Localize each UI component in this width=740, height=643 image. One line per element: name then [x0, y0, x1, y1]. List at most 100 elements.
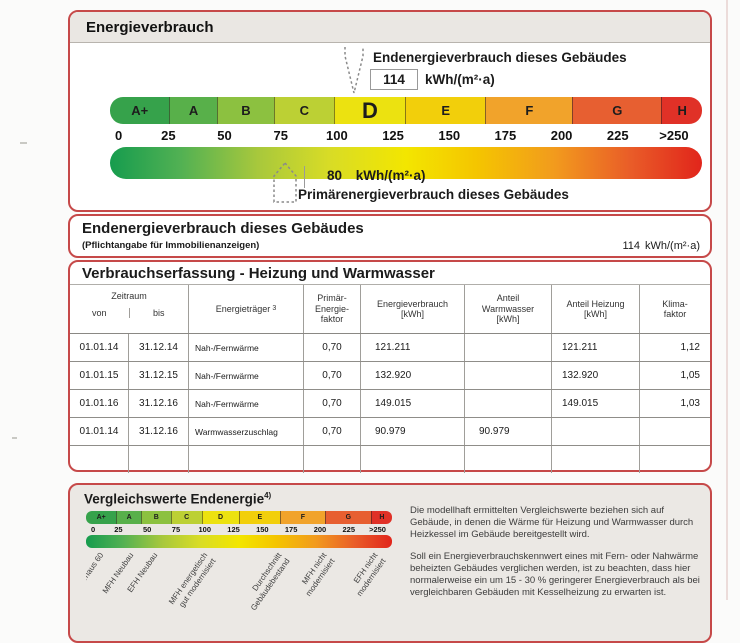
consumption-table: Zeitraum von bis Energieträger 3 Primär- …: [70, 284, 710, 473]
cell-klimafaktor: 1,03: [680, 398, 700, 409]
note-paragraph: Die modellhaft ermittelten Vergleichswer…: [410, 505, 694, 541]
comparison-title-text: Vergleichswerte Endenergie: [84, 491, 265, 507]
cell-energieverbrauch: [361, 446, 465, 473]
comparison-class-segment: E: [238, 511, 280, 524]
cell-primaerfaktor: [304, 446, 361, 473]
primary-energy-unit: kWh/(m²·a): [355, 168, 426, 183]
scale-tick: 25: [114, 525, 123, 534]
cell-energieverbrauch: 121.211: [361, 334, 465, 361]
cell-energietraeger: Nah-/Fernwärme: [189, 362, 304, 389]
page-edge-line: [726, 0, 728, 600]
scale-tick: 125: [382, 128, 404, 143]
summary-value: 114: [622, 240, 640, 252]
cell-energietraeger: Nah-/Fernwärme: [189, 334, 304, 361]
table-row: 01.01.15 31.12.15 Nah-/Fernwärme 0,70 13…: [70, 361, 710, 389]
col-header-energietraeger: Energieträger 3: [189, 285, 304, 333]
energy-scale: A+ A B C D E F G H 0 25 50 75 100 125 150 175 200 225 >250: [110, 97, 702, 179]
col-header-anteil-warmwasser: Anteil Warmwasser [kWh]: [465, 285, 552, 333]
comparison-label-group: Passivhaus 60 MFH Neubau EFH Neubau MFH ene…: [86, 549, 398, 639]
scale-tick: 125: [227, 525, 240, 534]
comparison-class-band: A+ A B C D E F G H: [86, 511, 392, 524]
note-paragraph: Soll ein Energieverbrauchskennwert eines…: [410, 550, 700, 599]
cell-anteil-heizung: [552, 446, 640, 473]
comparison-scale: A+ A B C D E F G H 0 25 50 75 100 125 150 175 200 225 >250: [86, 511, 392, 548]
col-header-energieverbrauch: Energieverbrauch [kWh]: [361, 285, 465, 333]
cell-klimafaktor: [640, 418, 710, 445]
comparison-class-segment: G: [324, 511, 371, 524]
primary-energy-value-row: 80 kWh/(m²·a): [327, 168, 426, 183]
col-header-von: von: [91, 307, 107, 318]
table-row: 01.01.14 31.12.14 Nah-/Fernwärme 0,70 12…: [70, 334, 710, 361]
cell-von: 01.01.16: [70, 390, 129, 417]
scale-tick: 200: [313, 525, 327, 534]
scan-mark: [20, 142, 27, 144]
cell-energietraeger: Warmwasserzuschlag: [189, 418, 304, 445]
cell-von: 01.01.15: [70, 362, 129, 389]
primary-energy-label: Primärenergieverbrauch dieses Gebäudes: [298, 187, 569, 202]
cell-bis: 31.12.16: [129, 390, 189, 417]
comparison-values-panel: Vergleichswerte Endenergie4) A+ A B C D E F G H …: [68, 483, 712, 643]
cell-energietraeger: [189, 446, 304, 473]
energy-class-band: A+ A B C D E F G H: [110, 97, 702, 124]
cell-von: 01.01.14: [70, 418, 129, 445]
comparison-class-segment: A: [116, 511, 141, 524]
cell-anteil-heizung: [552, 418, 640, 445]
cell-anteil-heizung: 132.920: [552, 362, 640, 389]
energy-class-segment: F: [485, 97, 573, 124]
table-body: 01.01.14 31.12.14 Nah-/Fernwärme 0,70 12…: [70, 334, 710, 473]
end-energy-summary-title: Endenergieverbrauch dieses Gebäudes: [82, 220, 364, 237]
scale-tick: 0: [115, 128, 123, 143]
cell-anteil-heizung: 149.015: [552, 390, 640, 417]
cell-energieverbrauch: 132.920: [361, 362, 465, 389]
end-energy-summary-value: 114 kWh/(m²·a): [617, 240, 700, 252]
energy-class-segment: C: [274, 97, 334, 124]
cell-bis: 31.12.14: [129, 334, 189, 361]
scale-tick: 100: [326, 128, 348, 143]
cell-anteil-warmwasser: [465, 390, 552, 417]
energy-class-segment: H: [661, 97, 702, 124]
scale-tick: 75: [273, 128, 288, 143]
scale-tick: 100: [198, 525, 212, 534]
cell-klimafaktor: 1,12: [680, 342, 700, 353]
col-header-klimafaktor: Klima- faktor: [662, 298, 688, 320]
end-energy-summary-subtitle: (Pflichtangabe für Immobilienanzeigen): [82, 240, 260, 251]
zeitraum-subheader: von bis: [70, 307, 188, 318]
comparison-class-segment: B: [140, 511, 171, 524]
comparison-title: Vergleichswerte Endenergie4): [84, 491, 271, 507]
scale-tick: 175: [284, 525, 298, 534]
cell-anteil-warmwasser: [465, 446, 552, 473]
up-arrow-marker-icon: [273, 162, 297, 203]
divider: [304, 166, 305, 188]
down-arrow-marker-icon: [344, 47, 364, 94]
energy-gradient-band: [110, 147, 702, 179]
end-energy-value-row: 114 kWh/(m²·a): [370, 69, 495, 90]
energy-class-segment: G: [572, 97, 662, 124]
comparison-gradient-band: [86, 535, 392, 548]
scale-tick: 150: [438, 128, 461, 143]
energy-class-segment: B: [216, 97, 275, 124]
cell-primaerfaktor: 0,70: [304, 418, 361, 445]
scale-tick: 25: [161, 128, 176, 143]
table-row: [70, 445, 710, 473]
end-energy-summary-panel: Endenergieverbrauch dieses Gebäudes (Pfl…: [68, 214, 712, 258]
scale-tick: 50: [217, 128, 232, 143]
scale-tick: 150: [256, 525, 269, 534]
comparison-class-segment: F: [280, 511, 325, 524]
cell-anteil-warmwasser: [465, 334, 552, 361]
col-header-zeitraum: Zeitraum von bis: [70, 285, 189, 333]
cell-klimafaktor: 1,05: [680, 370, 700, 381]
cell-anteil-heizung: 121.211: [552, 334, 640, 361]
scale-tick: 50: [142, 525, 152, 534]
cell-von: [70, 446, 129, 473]
energy-class-segment: E: [405, 97, 486, 124]
energietraeger-footnote: 3: [272, 304, 277, 312]
comparison-note-text: Die modellhaft ermittelten Vergleichswer…: [410, 505, 707, 608]
cell-bis: 31.12.15: [129, 362, 189, 389]
energy-class-segment: A: [169, 97, 217, 124]
consumption-table-title: Verbrauchserfassung - Heizung und Warmwa…: [82, 265, 435, 282]
cell-energieverbrauch: 149.015: [361, 390, 465, 417]
summary-unit: kWh/(m²·a): [645, 240, 700, 252]
end-energy-unit: kWh/(m²·a): [425, 72, 495, 87]
scale-tick: >250: [369, 525, 386, 534]
energy-class-segment: D: [333, 97, 406, 124]
